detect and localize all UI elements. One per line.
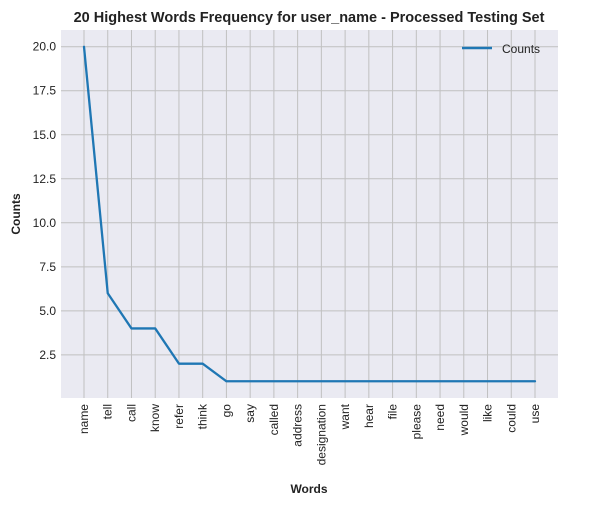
data-point xyxy=(153,326,157,330)
x-tick-label: think xyxy=(196,403,210,429)
data-point xyxy=(438,379,442,383)
data-point xyxy=(509,379,513,383)
data-point xyxy=(486,379,490,383)
x-tick-label: called xyxy=(267,404,281,435)
x-tick-label: please xyxy=(409,404,423,440)
x-tick-label: could xyxy=(504,404,518,433)
x-tick-label: go xyxy=(219,404,233,418)
data-point xyxy=(462,379,466,383)
x-tick-label: say xyxy=(243,404,257,423)
x-tick-label: call xyxy=(124,404,138,422)
x-axis-label: Words xyxy=(290,482,327,496)
series-layer xyxy=(82,45,537,383)
x-tick-label: would xyxy=(457,404,471,436)
data-point xyxy=(367,379,371,383)
plot-area xyxy=(61,30,558,398)
y-tick-label: 10.0 xyxy=(33,216,57,230)
x-tick-label: like xyxy=(481,404,495,422)
x-tick-label: know xyxy=(148,404,162,432)
x-tick-label: designation xyxy=(314,404,328,465)
data-point xyxy=(319,379,323,383)
data-point xyxy=(248,379,252,383)
x-axis-ticks: name tell call know refer think go say called add… xyxy=(77,403,542,465)
y-tick-label: 17.5 xyxy=(33,84,57,98)
data-point xyxy=(391,379,395,383)
x-tick-label: tell xyxy=(101,404,115,419)
legend: Counts xyxy=(462,42,540,56)
data-point xyxy=(129,326,133,330)
data-point xyxy=(296,379,300,383)
y-tick-label: 5.0 xyxy=(39,304,56,318)
y-tick-label: 15.0 xyxy=(33,128,57,142)
y-tick-label: 20.0 xyxy=(33,40,57,54)
series-line-0 xyxy=(82,45,537,383)
x-tick-label: name xyxy=(77,404,91,434)
chart-title: 20 Highest Words Frequency for user_name… xyxy=(74,10,545,26)
data-point xyxy=(533,379,537,383)
x-tick-label: hear xyxy=(362,404,376,428)
grid-lines xyxy=(61,30,558,398)
data-point xyxy=(414,379,418,383)
y-axis-label: Counts xyxy=(9,193,23,235)
data-point xyxy=(224,379,228,383)
x-tick-label: need xyxy=(433,404,447,431)
y-tick-label: 2.5 xyxy=(39,348,56,362)
x-tick-label: use xyxy=(528,404,542,424)
x-tick-label: refer xyxy=(172,404,186,429)
data-point xyxy=(272,379,276,383)
y-axis-ticks: 2.5 5.0 7.5 10.0 12.5 15.0 17.5 20.0 xyxy=(33,40,57,362)
data-point xyxy=(82,45,86,49)
legend-label-counts: Counts xyxy=(502,42,540,56)
data-point xyxy=(343,379,347,383)
data-point xyxy=(201,362,205,366)
x-tick-label: file xyxy=(386,404,400,420)
data-point xyxy=(177,362,181,366)
x-tick-label: want xyxy=(338,403,352,430)
data-point xyxy=(106,291,110,295)
x-tick-label: address xyxy=(291,404,305,447)
y-tick-label: 12.5 xyxy=(33,172,57,186)
y-tick-label: 7.5 xyxy=(39,260,56,274)
